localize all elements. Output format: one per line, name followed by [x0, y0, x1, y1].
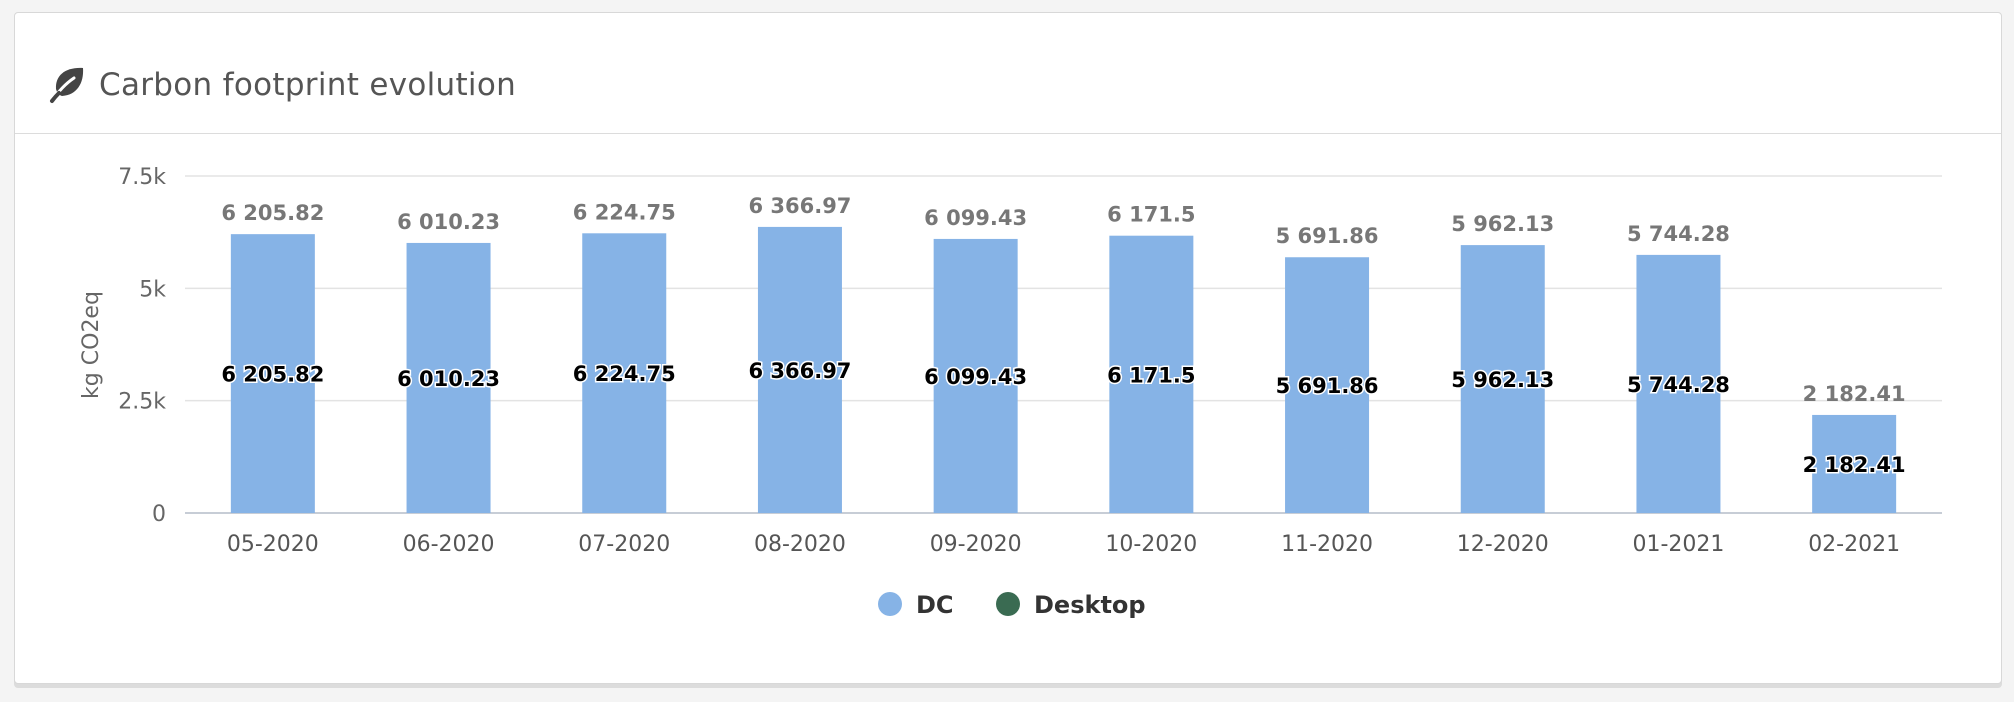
data-label-top: 5 962.13: [1451, 212, 1554, 236]
bar-dc[interactable]: [582, 233, 667, 513]
data-label-inside: 6 171.5: [1107, 363, 1195, 387]
data-label-top: 6 099.43: [924, 206, 1027, 230]
legend-marker[interactable]: [996, 592, 1020, 616]
y-tick-label: 7.5k: [118, 165, 166, 190]
y-tick-label: 0: [152, 502, 166, 527]
y-axis-label: kg CO2eq: [79, 291, 104, 399]
data-label-top: 6 224.75: [573, 200, 676, 224]
bar-dc[interactable]: [1636, 254, 1721, 513]
bar-dc[interactable]: [1109, 235, 1194, 513]
y-tick-label: 2.5k: [118, 390, 166, 415]
bar-dc[interactable]: [1812, 414, 1897, 513]
data-label-top: 6 366.97: [748, 194, 851, 218]
data-label-top: 6 205.82: [221, 201, 324, 225]
y-tick-label: 5k: [139, 277, 166, 302]
data-label-top: 5 744.28: [1627, 222, 1730, 246]
data-label-top: 2 182.41: [1803, 382, 1906, 406]
card-title: Carbon footprint evolution: [99, 67, 517, 103]
x-tick-label: 05-2020: [227, 532, 319, 557]
bar-dc[interactable]: [933, 238, 1018, 513]
x-tick-label: 02-2021: [1808, 532, 1900, 557]
data-label-inside: 5 962.13: [1451, 368, 1554, 392]
bar-dc[interactable]: [1460, 245, 1545, 513]
bar-dc[interactable]: [230, 234, 315, 513]
x-tick-label: 10-2020: [1105, 532, 1197, 557]
legend-label[interactable]: Desktop: [1034, 591, 1146, 619]
data-label-inside: 5 691.86: [1276, 374, 1379, 398]
data-label-top: 6 171.5: [1107, 203, 1195, 227]
data-label-inside: 6 205.82: [221, 363, 324, 387]
data-label-inside: 6 099.43: [924, 365, 1027, 389]
data-label-inside: 6 010.23: [397, 367, 500, 391]
x-tick-label: 11-2020: [1281, 532, 1373, 557]
legend-marker[interactable]: [878, 592, 902, 616]
bar-dc[interactable]: [406, 242, 491, 513]
data-label-top: 6 010.23: [397, 210, 500, 234]
data-label-top: 5 691.86: [1276, 224, 1379, 248]
card-header: Carbon footprint evolution: [15, 13, 2001, 134]
bar-dc[interactable]: [1285, 257, 1370, 513]
data-label-inside: 6 224.75: [573, 362, 676, 386]
x-tick-label: 06-2020: [403, 532, 495, 557]
x-tick-label: 09-2020: [930, 532, 1022, 557]
data-label-inside: 5 744.28: [1627, 373, 1730, 397]
x-tick-label: 08-2020: [754, 532, 846, 557]
x-tick-label: 12-2020: [1457, 532, 1549, 557]
bar-dc[interactable]: [757, 226, 842, 513]
x-tick-label: 07-2020: [578, 532, 670, 557]
data-label-inside: 6 366.97: [748, 359, 851, 383]
leaf-icon: [50, 67, 84, 103]
data-label-inside: 2 182.41: [1803, 453, 1906, 477]
legend-label[interactable]: DC: [916, 591, 954, 619]
x-tick-label: 01-2021: [1632, 532, 1724, 557]
